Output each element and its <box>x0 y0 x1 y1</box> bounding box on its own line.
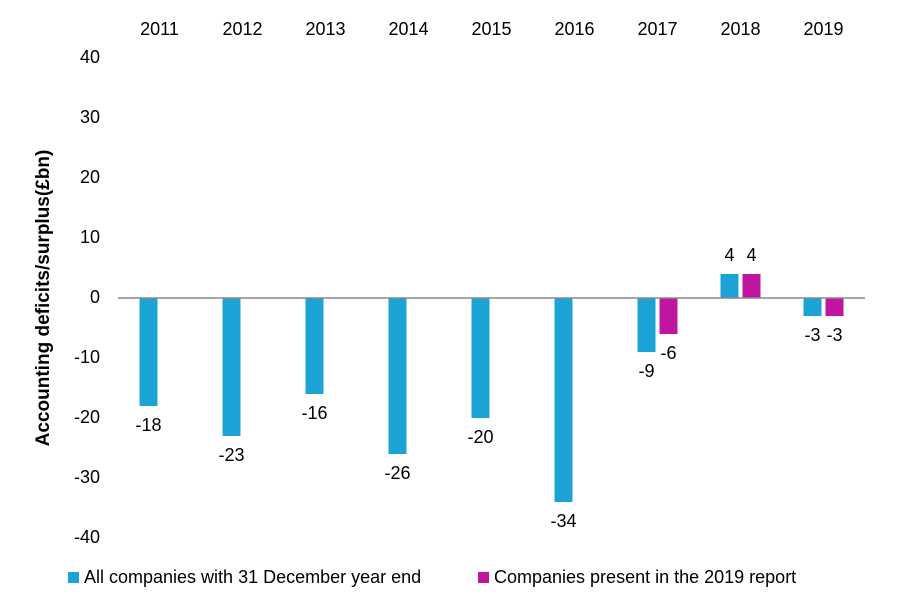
value-label: -34 <box>550 511 576 531</box>
bar <box>305 298 324 394</box>
value-label: 4 <box>746 245 756 265</box>
value-label: -6 <box>660 343 676 363</box>
value-label: 4 <box>724 245 734 265</box>
y-tick-label: -20 <box>74 407 100 427</box>
x-tick-label: 2011 <box>140 19 179 39</box>
bar <box>637 298 656 352</box>
bar <box>825 298 844 316</box>
legend-swatch <box>478 572 489 583</box>
y-axis-title: Accounting deficits/surplus(£bn) <box>33 150 54 447</box>
value-label: -3 <box>826 325 842 345</box>
bar <box>222 298 241 436</box>
y-tick-label: 10 <box>80 227 100 247</box>
value-label: -16 <box>301 403 327 423</box>
value-label: -18 <box>135 415 161 435</box>
value-label: -23 <box>218 445 244 465</box>
y-tick-label: 40 <box>80 47 100 67</box>
y-tick-label: -30 <box>74 467 100 487</box>
x-tick-label: 2019 <box>803 19 843 39</box>
value-label: -20 <box>467 427 493 447</box>
legend-label: All companies with 31 December year end <box>84 567 421 587</box>
y-tick-label: 20 <box>80 167 100 187</box>
x-tick-label: 2015 <box>471 19 511 39</box>
legend-label: Companies present in the 2019 report <box>494 567 796 587</box>
x-tick-label: 2017 <box>637 19 677 39</box>
y-tick-label: 30 <box>80 107 100 127</box>
bar <box>471 298 490 418</box>
bar <box>554 298 573 502</box>
value-label: -9 <box>638 361 654 381</box>
bar <box>659 298 678 334</box>
bar <box>388 298 407 454</box>
x-tick-label: 2012 <box>222 19 262 39</box>
value-label: -26 <box>384 463 410 483</box>
bar <box>803 298 822 316</box>
y-tick-label: -40 <box>74 527 100 547</box>
value-label: -3 <box>804 325 820 345</box>
bar <box>720 274 739 298</box>
legend-swatch <box>68 572 79 583</box>
x-tick-label: 2016 <box>554 19 594 39</box>
x-tick-label: 2014 <box>388 19 428 39</box>
x-tick-label: 2018 <box>720 19 760 39</box>
y-tick-label: -10 <box>74 347 100 367</box>
bar <box>139 298 158 406</box>
y-tick-label: 0 <box>90 287 100 307</box>
x-tick-label: 2013 <box>305 19 345 39</box>
bar <box>742 274 761 298</box>
